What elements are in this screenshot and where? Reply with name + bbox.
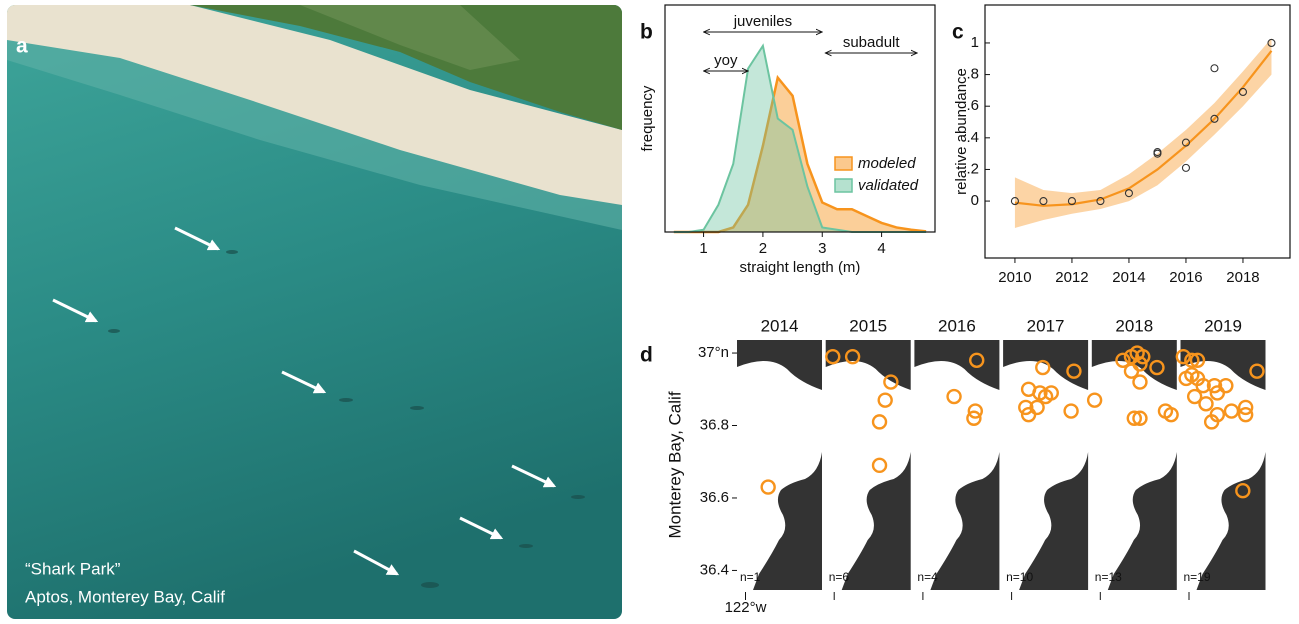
x-tick-label: 2012 bbox=[1055, 269, 1088, 286]
map-title: 2015 bbox=[849, 316, 887, 335]
map bbox=[737, 340, 822, 590]
y-tick-label: 37°n bbox=[698, 344, 729, 361]
photo: a “Shark Park” Aptos, Monterey Bay, Cali… bbox=[7, 5, 622, 619]
legend-swatch bbox=[835, 157, 852, 170]
panel-label: a bbox=[16, 35, 28, 58]
x-tick-label: 4 bbox=[877, 240, 885, 257]
x-tick-label: 2 bbox=[759, 240, 767, 257]
x-tick-label: 2014 bbox=[1112, 269, 1145, 286]
panel-label: c bbox=[952, 21, 964, 44]
x-tick-label: 2010 bbox=[998, 269, 1031, 286]
x-tick-label: 1 bbox=[699, 240, 707, 257]
x-tick-label: 122°w bbox=[725, 599, 767, 616]
data-point bbox=[1182, 164, 1189, 171]
figure: a “Shark Park” Aptos, Monterey Bay, Cali… bbox=[0, 0, 1299, 619]
caption: Aptos, Monterey Bay, Calif bbox=[25, 587, 225, 606]
map-title: 2018 bbox=[1115, 316, 1153, 335]
y-tick-label: 36.6 bbox=[700, 489, 729, 506]
y-tick-label: 1 bbox=[971, 34, 979, 51]
map bbox=[914, 340, 999, 590]
n-label: n=19 bbox=[1184, 570, 1211, 584]
x-tick-label: 3 bbox=[818, 240, 826, 257]
page: a “Shark Park” Aptos, Monterey Bay, Cali… bbox=[0, 0, 1299, 624]
map-title: 2019 bbox=[1204, 316, 1242, 335]
n-label: n=6 bbox=[829, 570, 850, 584]
y-axis-label: frequency bbox=[639, 85, 656, 151]
legend-swatch bbox=[835, 179, 852, 192]
x-axis-label: straight length (m) bbox=[740, 259, 861, 276]
panel-label: b bbox=[640, 21, 653, 44]
map bbox=[826, 340, 911, 590]
x-tick-label: 2016 bbox=[1169, 269, 1202, 286]
y-tick-label: 36.4 bbox=[700, 561, 729, 578]
y-axis-label: relative abundance bbox=[953, 68, 970, 195]
n-label: n=10 bbox=[1006, 570, 1033, 584]
data-point bbox=[1211, 65, 1218, 72]
map-title: 2016 bbox=[938, 316, 976, 335]
x-tick-label: 2018 bbox=[1226, 269, 1259, 286]
annotation: yoy bbox=[714, 52, 738, 69]
y-tick-label: 0 bbox=[971, 192, 979, 209]
n-label: n=4 bbox=[917, 570, 938, 584]
confidence-band bbox=[1015, 38, 1272, 228]
map-title: 2017 bbox=[1027, 316, 1065, 335]
annotation: subadult bbox=[843, 34, 901, 51]
y-tick-label: 36.8 bbox=[700, 416, 729, 433]
n-label: n=1 bbox=[740, 570, 761, 584]
annotation: juveniles bbox=[733, 13, 792, 30]
map-title: 2014 bbox=[761, 316, 799, 335]
panel-label: d bbox=[640, 344, 653, 367]
legend-label: modeled bbox=[858, 155, 916, 172]
y-axis-label: Monterey Bay, Calif bbox=[665, 391, 684, 538]
legend-label: validated bbox=[858, 177, 919, 194]
caption: “Shark Park” bbox=[25, 559, 121, 578]
n-label: n=13 bbox=[1095, 570, 1122, 584]
